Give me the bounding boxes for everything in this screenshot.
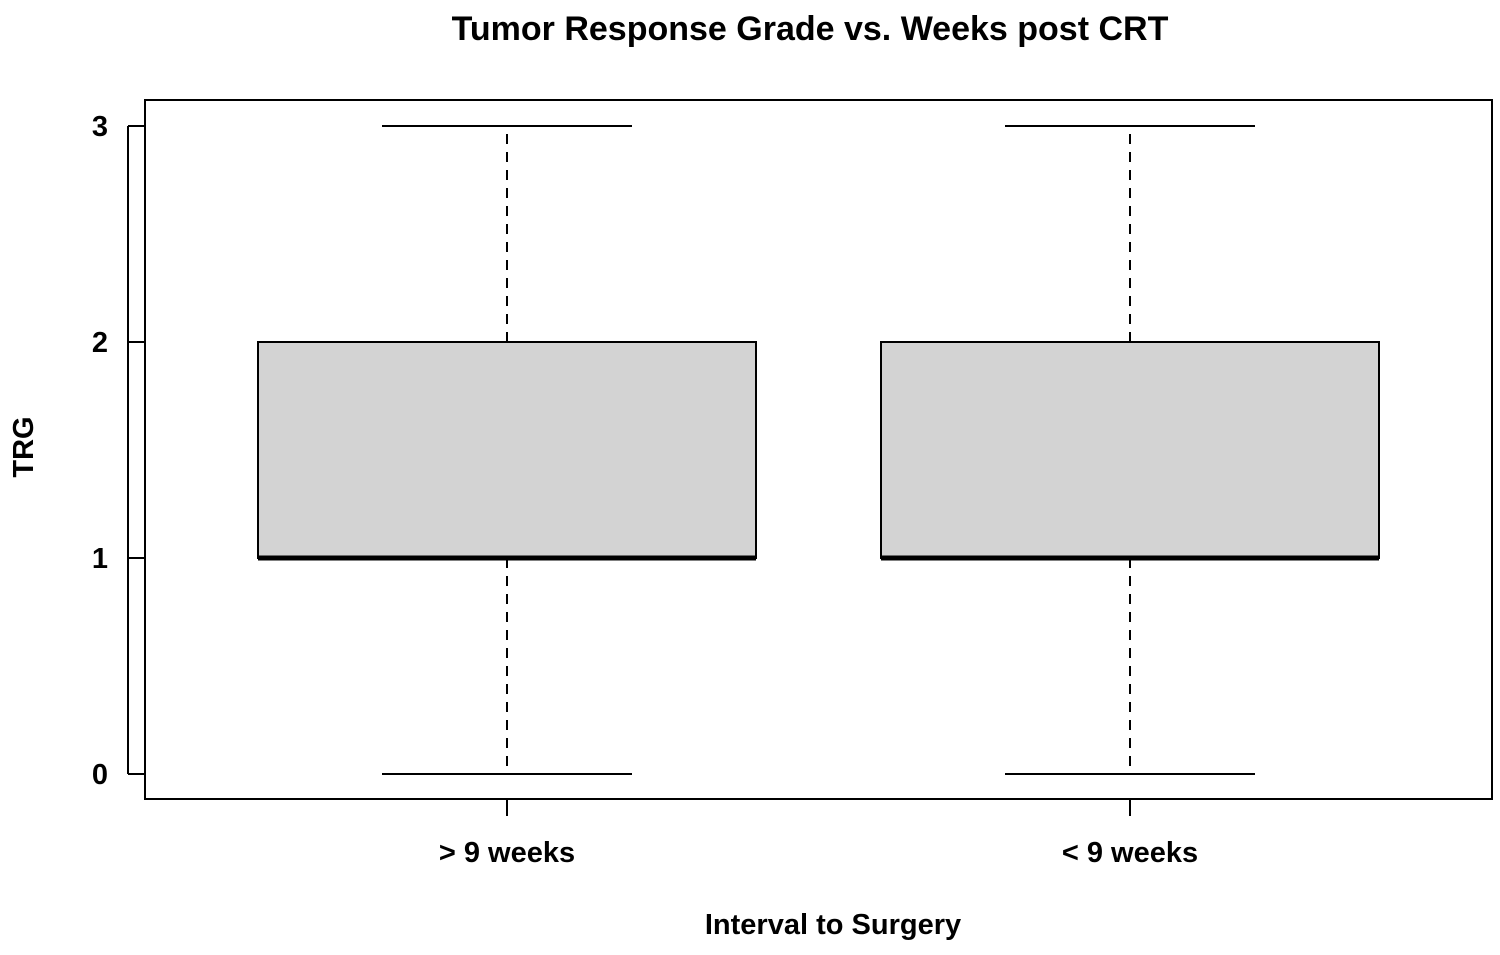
chart-title: Tumor Response Grade vs. Weeks post CRT: [452, 10, 1169, 48]
x-axis: > 9 weeks < 9 weeks: [439, 798, 1198, 869]
x-axis-label: Interval to Surgery: [705, 909, 961, 941]
y-axis-label: TRG: [8, 416, 40, 477]
box-group: [880, 125, 1380, 775]
y-tick-label: 3: [92, 111, 108, 143]
y-axis: 0 1 2 3: [92, 111, 145, 791]
x-tick-label: < 9 weeks: [1062, 837, 1198, 869]
box-group: [257, 125, 757, 775]
y-tick-label: 1: [92, 543, 108, 575]
y-tick-label: 0: [92, 759, 108, 791]
iqr-box: [257, 341, 757, 559]
x-tick-label: > 9 weeks: [439, 837, 575, 869]
box-series: [257, 125, 1380, 775]
iqr-box: [880, 341, 1380, 559]
y-tick-label: 2: [92, 327, 108, 359]
